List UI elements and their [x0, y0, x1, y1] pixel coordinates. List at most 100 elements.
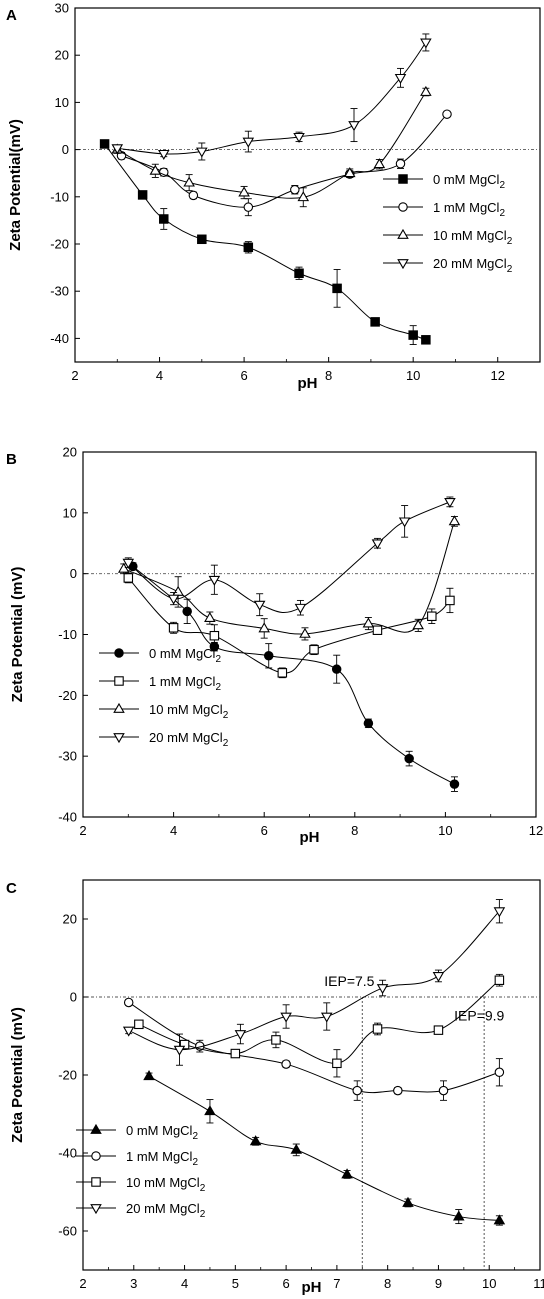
- legend-marker: [114, 648, 124, 658]
- data-point: [173, 1045, 186, 1056]
- data-point: [123, 997, 134, 1008]
- data-point: [373, 158, 386, 169]
- x-tick-label: 10: [482, 1276, 496, 1291]
- y-tick-label: -20: [50, 237, 69, 252]
- data-point: [243, 202, 254, 212]
- series-2: [134, 973, 505, 1078]
- data-point: [362, 617, 375, 628]
- series-line: [148, 1075, 500, 1221]
- data-point: [258, 622, 270, 633]
- legend-entry: 20 mM MgCl2: [99, 730, 229, 749]
- x-tick-label: 4: [181, 1276, 188, 1291]
- legend-marker: [397, 228, 409, 239]
- data-point: [183, 176, 195, 187]
- y-tick-label: 20: [55, 48, 69, 63]
- data-point: [394, 73, 407, 84]
- data-point: [341, 1168, 353, 1179]
- panel-c: C 2 3 4 5 6 7 8 9 10 11 pH -60 -40 -20 0 20 Zeta Potentia…: [6, 879, 544, 1296]
- data-point: [197, 234, 207, 245]
- y-axis-label: Zeta Potential(mV): [7, 119, 24, 251]
- data-point: [137, 190, 148, 200]
- data-point: [280, 1012, 292, 1023]
- data-point: [494, 975, 505, 985]
- y-tick-label: -40: [50, 331, 69, 346]
- y-tick-label: -60: [58, 1224, 77, 1239]
- panel-b: B 2 4 6 8 10 12 pH -40 -30 -20 -10 0 10 20 Zeta Potenti…: [6, 445, 543, 847]
- y-axis: -60 -40 -20 0 20: [58, 912, 88, 1239]
- legend-entry: 0 mM MgCl2: [76, 1123, 198, 1142]
- x-tick-label: 5: [232, 1276, 239, 1291]
- data-point: [398, 517, 411, 528]
- x-tick-label: 8: [325, 368, 332, 383]
- data-point: [122, 558, 135, 569]
- data-point: [421, 335, 431, 345]
- x-tick-label: 12: [490, 368, 504, 383]
- data-point: [157, 149, 170, 160]
- data-point: [230, 1048, 241, 1059]
- data-point: [242, 137, 255, 148]
- data-point: [271, 1035, 281, 1045]
- data-point: [493, 907, 506, 918]
- panel-a: A 2 4 6 8 10 12 pH -40 -30 -20 -10 0 10 20 30 Zeta Poten…: [6, 1, 541, 392]
- y-tick-label: -40: [58, 810, 77, 825]
- x-tick-label: 12: [529, 823, 543, 838]
- data-point: [299, 627, 311, 638]
- data-point: [172, 585, 184, 596]
- data-point: [253, 600, 266, 611]
- data-point: [111, 144, 124, 155]
- x-axis-label: pH: [298, 375, 318, 392]
- data-point: [234, 1030, 247, 1041]
- data-point: [371, 539, 384, 550]
- data-point: [372, 625, 383, 635]
- series-1: [123, 997, 505, 1101]
- data-point: [420, 85, 432, 96]
- y-tick-label: 20: [63, 912, 77, 927]
- data-point: [159, 214, 169, 224]
- data-point: [134, 1019, 144, 1030]
- legend-entry: 20 mM MgCl2: [383, 256, 513, 275]
- data-point: [332, 283, 342, 294]
- y-tick-label: -20: [58, 688, 77, 703]
- x-tick-label: 2: [79, 823, 86, 838]
- iep-annotation: IEP=9.9: [454, 1008, 504, 1024]
- data-point: [208, 575, 221, 586]
- x-axis: 2 4 6 8 10 12: [71, 357, 505, 383]
- data-point: [348, 121, 360, 132]
- series-3: [122, 899, 506, 1066]
- x-tick-label: 9: [435, 1276, 442, 1291]
- legend-marker: [398, 202, 408, 212]
- x-tick-label: 2: [79, 1276, 86, 1291]
- series-line: [128, 910, 500, 1051]
- legend-label: 10 mM MgCl2: [126, 1175, 206, 1194]
- series-line: [104, 143, 427, 341]
- data-point: [294, 268, 304, 279]
- legend-marker: [91, 1151, 101, 1161]
- data-point: [442, 109, 452, 119]
- y-tick-label: -30: [50, 284, 69, 299]
- y-axis: -40 -30 -20 -10 0 10 20: [58, 445, 88, 825]
- data-point: [332, 1058, 342, 1069]
- legend-entry: 1 mM MgCl2: [99, 674, 221, 693]
- data-point: [149, 164, 162, 175]
- legend-entry: 20 mM MgCl2: [76, 1201, 206, 1220]
- legend-marker: [398, 174, 408, 184]
- panel-label: A: [6, 7, 17, 24]
- legend-label: 0 mM MgCl2: [433, 172, 505, 191]
- data-point: [395, 159, 406, 169]
- x-tick-label: 10: [406, 368, 420, 383]
- series-1: [123, 572, 455, 679]
- data-point: [204, 611, 216, 622]
- data-point: [408, 330, 418, 340]
- x-tick-label: 8: [384, 1276, 391, 1291]
- data-point: [372, 1024, 383, 1034]
- y-tick-label: 20: [63, 445, 77, 460]
- series-3: [122, 496, 456, 617]
- data-point: [122, 1026, 135, 1037]
- data-point: [209, 630, 220, 641]
- legend-entry: 1 mM MgCl2: [383, 200, 505, 219]
- series-line: [117, 91, 427, 199]
- y-tick-label: -20: [58, 1068, 77, 1083]
- data-point: [449, 779, 460, 789]
- x-axis-label: pH: [302, 1279, 322, 1296]
- data-point: [427, 611, 437, 621]
